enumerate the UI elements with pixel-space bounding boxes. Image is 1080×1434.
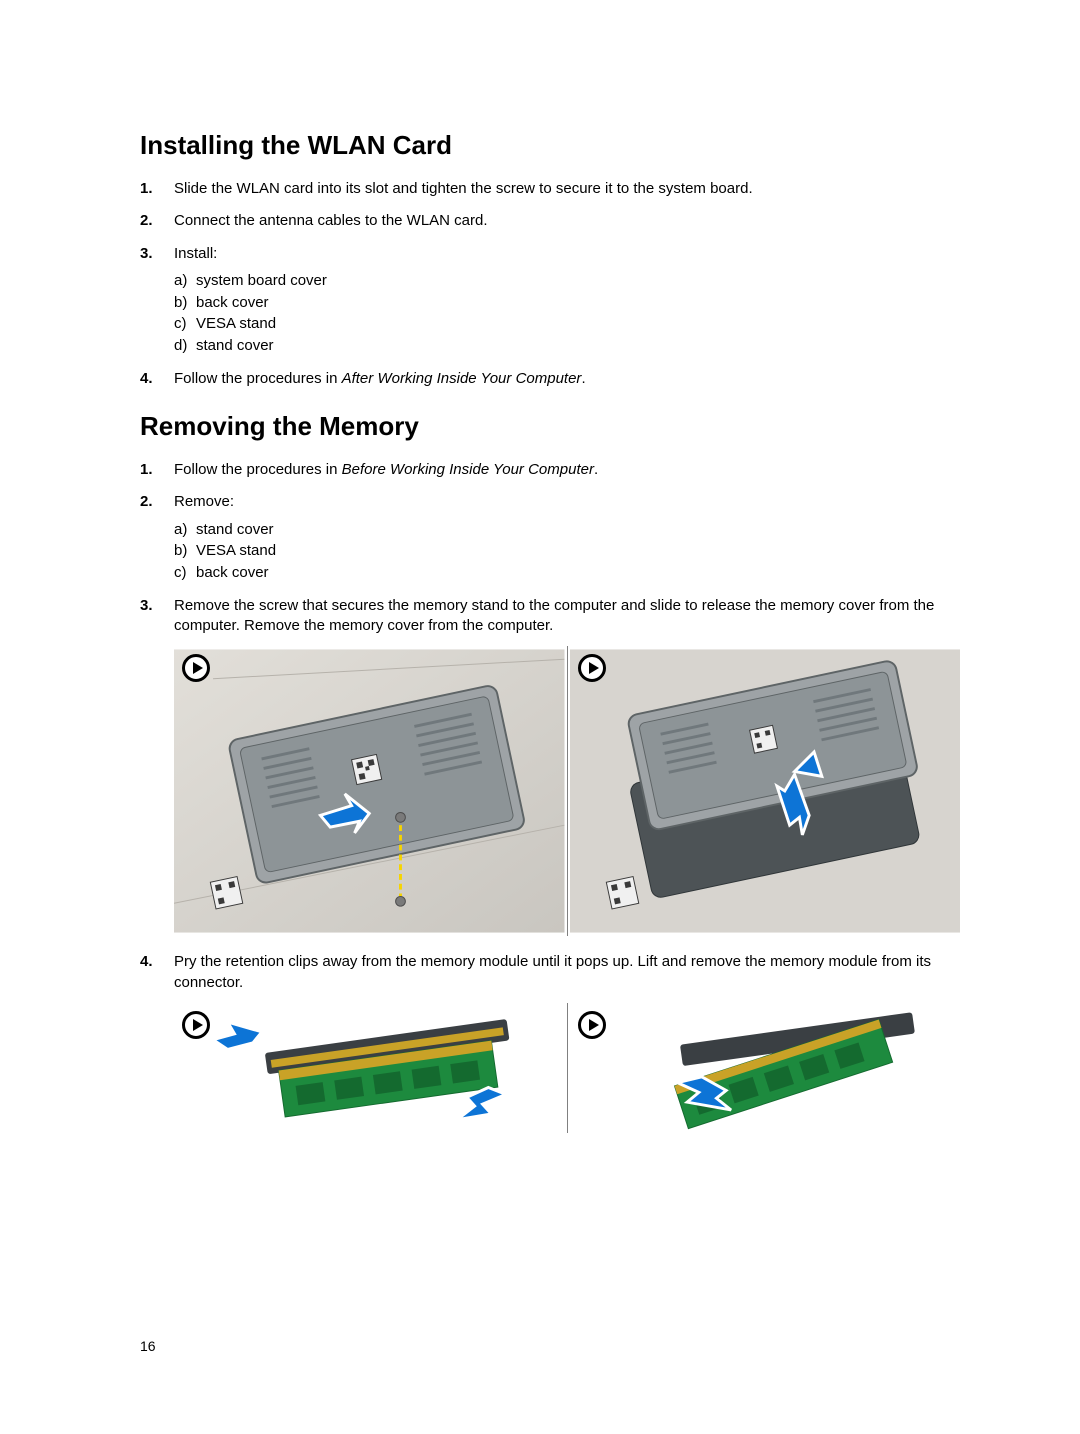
step: Remove the screw that secures the memory… [140,596,960,937]
play-icon [182,1011,210,1039]
sub-list: stand cover VESA stand back cover [174,519,960,584]
memory-cover-svg-2 [570,646,961,936]
step: Follow the procedures in Before Working … [140,460,960,480]
page: Installing the WLAN Card Slide the WLAN … [0,0,1080,1434]
heading-installing-wlan: Installing the WLAN Card [140,130,960,161]
sub-list: system board cover back cover VESA stand… [174,270,960,357]
step: Follow the procedures in After Working I… [140,369,960,389]
sub-item: back cover [174,292,960,314]
sub-item: VESA stand [174,313,960,335]
figure-panel-1 [174,1003,565,1133]
sub-item: VESA stand [174,540,960,562]
sub-item: stand cover [174,519,960,541]
play-icon [578,1011,606,1039]
section2-steps: Follow the procedures in Before Working … [140,460,960,1133]
step: Remove: stand cover VESA stand back cove… [140,492,960,584]
memory-cover-svg-1 [174,646,565,936]
figure-divider [567,1003,568,1133]
figure-panel-2 [570,1003,961,1133]
sub-item: back cover [174,562,960,584]
figure-memory-cover [174,646,960,936]
figure-panel-2 [570,646,961,936]
memory-module-svg-2 [570,1003,961,1133]
sub-item: system board cover [174,270,960,292]
sub-item: stand cover [174,335,960,357]
step: Pry the retention clips away from the me… [140,952,960,1133]
figure-panel-1 [174,646,565,936]
memory-module-svg-1 [174,1003,565,1133]
section1-steps: Slide the WLAN card into its slot and ti… [140,179,960,389]
figure-divider [567,646,568,936]
step: Install: system board cover back cover V… [140,244,960,357]
step: Connect the antenna cables to the WLAN c… [140,211,960,231]
play-icon [578,654,606,682]
page-number: 16 [140,1338,156,1354]
figure-memory-module [174,1003,960,1133]
heading-removing-memory: Removing the Memory [140,411,960,442]
step: Slide the WLAN card into its slot and ti… [140,179,960,199]
